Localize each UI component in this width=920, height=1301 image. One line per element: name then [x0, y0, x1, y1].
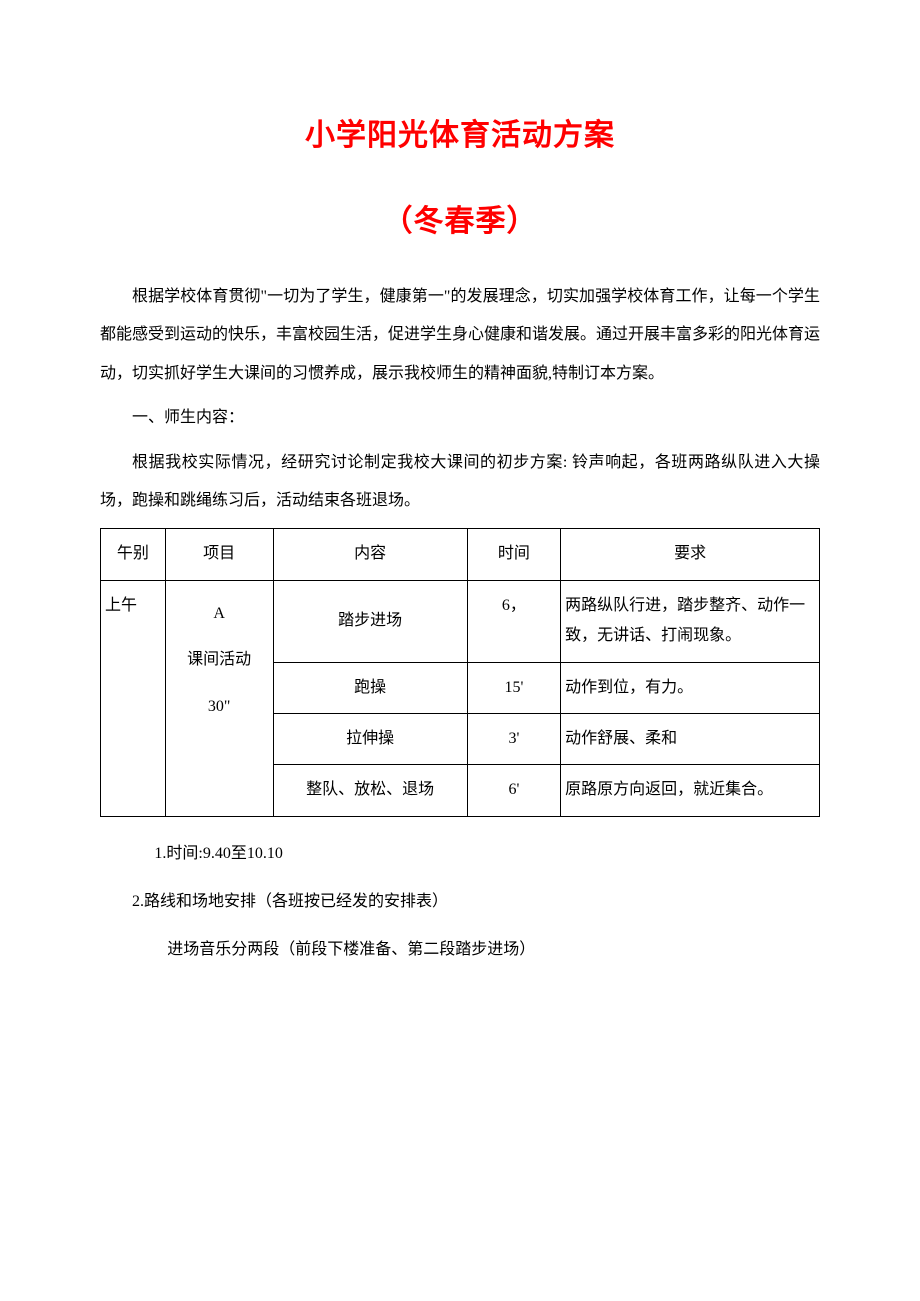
section1-paragraph: 根据我校实际情况，经研究讨论制定我校大课间的初步方案: 铃声响起，各班两路纵队进…	[100, 444, 820, 521]
cell-req: 原路原方向返回，就近集合。	[561, 765, 820, 816]
project-line-b: 课间活动	[170, 637, 269, 683]
intro-paragraph: 根据学校体育贯彻"一切为了学生，健康第一"的发展理念，切实加强学校体育工作，让每…	[100, 278, 820, 393]
col-header-time: 时间	[467, 529, 560, 580]
cell-time: 6，	[467, 580, 560, 662]
note-line-3: 进场音乐分两段（前段下楼准备、第二段踏步进场）	[100, 931, 820, 969]
cell-content: 跑操	[273, 662, 467, 713]
doc-subtitle: （冬春季）	[100, 196, 820, 240]
doc-title: 小学阳光体育活动方案	[100, 110, 820, 154]
cell-req: 两路纵队行进，踏步整齐、动作一致，无讲话、打闹现象。	[561, 580, 820, 662]
col-header-req: 要求	[561, 529, 820, 580]
cell-period: 上午	[101, 580, 166, 816]
cell-content: 踏步进场	[273, 580, 467, 662]
cell-project: A 课间活动 30"	[165, 580, 273, 816]
cell-req: 动作舒展、柔和	[561, 713, 820, 764]
note-line-2: 2.路线和场地安排（各班按已经发的安排表）	[100, 883, 820, 921]
col-header-period: 午别	[101, 529, 166, 580]
cell-time: 6'	[467, 765, 560, 816]
table-row: 上午 A 课间活动 30" 踏步进场 6， 两路纵队行进，踏步整齐、动作一致，无…	[101, 580, 820, 662]
schedule-table: 午别 项目 内容 时间 要求 上午 A 课间活动 30" 踏步进场 6， 两路纵…	[100, 528, 820, 816]
table-header-row: 午别 项目 内容 时间 要求	[101, 529, 820, 580]
project-line-c: 30"	[170, 684, 269, 730]
cell-content: 拉伸操	[273, 713, 467, 764]
col-header-content: 内容	[273, 529, 467, 580]
project-line-a: A	[170, 591, 269, 637]
cell-time: 3'	[467, 713, 560, 764]
cell-time: 15'	[467, 662, 560, 713]
section1-heading: 一、师生内容：	[100, 399, 820, 437]
note-line-1: 1.时间:9.40至10.10	[100, 835, 820, 873]
col-header-project: 项目	[165, 529, 273, 580]
cell-req: 动作到位，有力。	[561, 662, 820, 713]
cell-content: 整队、放松、退场	[273, 765, 467, 816]
